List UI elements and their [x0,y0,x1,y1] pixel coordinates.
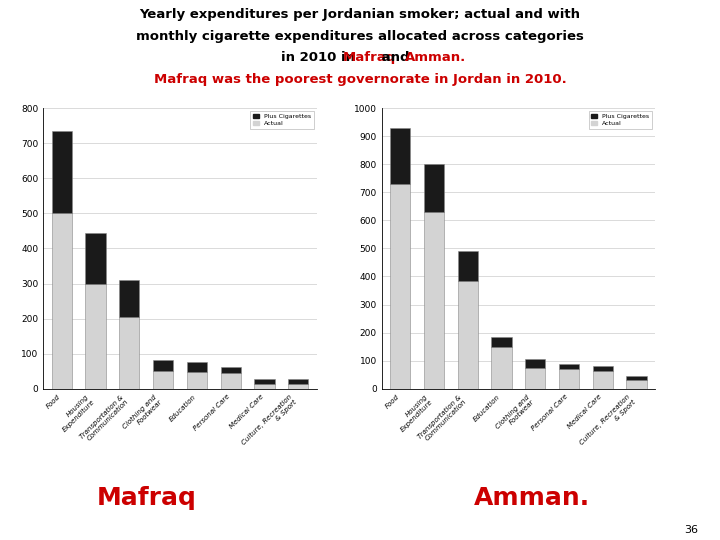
Bar [153,372,174,389]
Bar [626,376,647,380]
Bar [559,369,579,389]
Bar [86,284,106,389]
Bar [593,366,613,370]
Text: monthly cigarette expenditures allocated across categories: monthly cigarette expenditures allocated… [136,30,584,43]
Bar [52,131,72,213]
Bar [254,379,274,383]
Text: Mafraq: Mafraq [343,51,396,64]
Text: Mafraq: Mafraq [97,487,197,510]
Bar [52,213,72,389]
Bar [220,367,240,373]
Bar [626,380,647,389]
Bar [120,280,140,317]
Legend: Plus Cigarettes, Actual: Plus Cigarettes, Actual [589,111,652,129]
Bar [525,359,546,368]
Text: Amman.: Amman. [405,51,467,64]
Bar [491,347,512,389]
Bar [220,373,240,389]
Bar [458,281,478,389]
Bar [424,164,444,212]
Bar [390,184,410,389]
Bar [153,360,174,372]
Text: Mafraq was the poorest governorate in Jordan in 2010.: Mafraq was the poorest governorate in Jo… [153,73,567,86]
Bar [86,233,106,284]
Bar [491,337,512,347]
Bar [390,127,410,184]
Text: and: and [377,51,414,64]
Bar [288,379,308,383]
Text: 36: 36 [685,524,698,535]
Bar [254,383,274,389]
Bar [424,212,444,389]
Bar [458,251,478,281]
Legend: Plus Cigarettes, Actual: Plus Cigarettes, Actual [251,111,314,129]
Text: Amman.: Amman. [474,487,590,510]
Bar [559,363,579,369]
Bar [593,370,613,389]
Text: in 2010 in: in 2010 in [281,51,359,64]
Bar [186,362,207,372]
Bar [525,368,546,389]
Text: Yearly expenditures per Jordanian smoker; actual and with: Yearly expenditures per Jordanian smoker… [140,8,580,21]
Bar [120,317,140,389]
Bar [186,372,207,389]
Bar [288,383,308,389]
